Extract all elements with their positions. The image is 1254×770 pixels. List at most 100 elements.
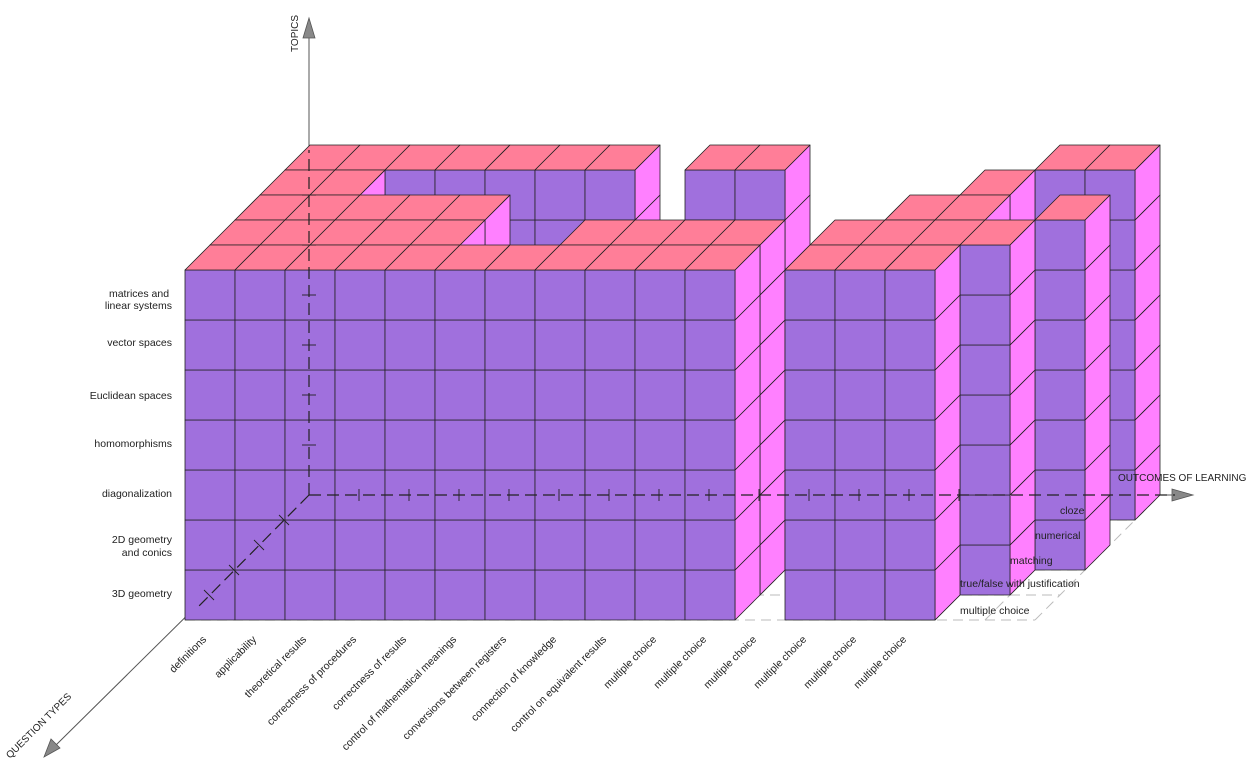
outcome-label: connection of knowledge <box>469 634 559 724</box>
cube-front-face <box>834 319 886 371</box>
cube-front-face <box>784 569 836 621</box>
cube-front-face <box>634 319 686 371</box>
cube-front-face <box>434 519 486 571</box>
cube-front-face <box>334 519 386 571</box>
cube-front-face <box>434 269 486 321</box>
cube-front-face <box>334 569 386 621</box>
cube-front-face <box>959 494 1011 546</box>
cube-front-face <box>534 269 586 321</box>
cube-front-face <box>784 269 836 321</box>
cube-front-face <box>1034 269 1086 321</box>
cube-front-face <box>1034 369 1086 421</box>
cube-front-face <box>634 519 686 571</box>
question-types-axis-title: QUESTION TYPES <box>4 691 74 761</box>
cube-front-face <box>959 444 1011 496</box>
cube-front-face <box>884 569 936 621</box>
cube-front-face <box>234 319 286 371</box>
cube-column <box>384 244 461 621</box>
cube-front-face <box>384 569 436 621</box>
cube-front-face <box>684 369 736 421</box>
cube-front-face <box>184 369 236 421</box>
cube-front-face <box>634 269 686 321</box>
question-type-label: matching <box>1010 555 1053 567</box>
cube-front-face <box>959 244 1011 296</box>
cube-front-face <box>384 519 436 571</box>
cube-front-face <box>484 419 536 471</box>
question-type-label: numerical <box>1035 530 1081 542</box>
topics-axis-arrow-icon <box>302 16 316 39</box>
outcome-label: applicability <box>212 633 259 680</box>
question-type-label: true/false with justification <box>960 578 1080 590</box>
cube-front-face <box>784 369 836 421</box>
cube-front-face <box>959 344 1011 396</box>
cube-top-face <box>1034 194 1111 221</box>
cube-front-face <box>234 269 286 321</box>
cube-front-face <box>834 369 886 421</box>
cube-front-face <box>1034 219 1086 271</box>
cube-front-face <box>784 469 836 521</box>
topic-label: 2D geometry and conics <box>112 534 173 559</box>
cube-front-face <box>184 319 236 371</box>
cube-front-face <box>734 169 786 221</box>
cube-column <box>534 244 611 621</box>
topic-label: vector spaces <box>107 337 172 349</box>
axis-dash-overlay <box>194 150 1175 611</box>
cube-front-face <box>534 169 586 221</box>
question-types-axis-arrow-icon <box>43 738 61 758</box>
cube-front-face <box>334 419 386 471</box>
cube-front-face <box>384 269 436 321</box>
cube-front-face <box>959 394 1011 446</box>
cube-column <box>834 244 911 621</box>
cube-front-face <box>184 469 236 521</box>
cube-top-face <box>959 219 1036 246</box>
cube-front-face <box>434 369 486 421</box>
cube-front-face <box>584 269 636 321</box>
outcomes-axis-arrow-icon <box>1171 488 1195 502</box>
question-types-axis-tick <box>203 589 215 601</box>
cube-front-face <box>834 419 886 471</box>
cube-front-face <box>634 369 686 421</box>
outcome-label: conversions between registers <box>400 634 509 743</box>
cube-front-face <box>784 419 836 471</box>
topic-label: diagonalization <box>102 488 172 500</box>
cube-front-face <box>234 469 286 521</box>
question-types-axis-tick <box>253 539 265 551</box>
question-type-label: multiple choice <box>960 605 1030 617</box>
cube-front-face <box>634 419 686 471</box>
cube-front-face <box>584 169 636 221</box>
cube-top-face <box>584 144 661 171</box>
cube-column <box>684 244 761 621</box>
cube-front-face <box>234 419 286 471</box>
cube-front-face <box>684 519 736 571</box>
cube-front-face <box>384 369 436 421</box>
cube-front-face <box>834 269 886 321</box>
cube-front-face <box>484 519 536 571</box>
outcome-label: definitions <box>167 634 209 676</box>
outcome-label: correctness of procedures <box>265 634 359 728</box>
cube-front-face <box>584 519 636 571</box>
cube-front-face <box>184 419 236 471</box>
topic-label: homomorphisms <box>94 438 172 450</box>
cube-front-face <box>184 519 236 571</box>
cube-front-face <box>434 569 486 621</box>
cube-front-face <box>334 269 386 321</box>
cube-top-face <box>1084 144 1161 171</box>
outcome-label: multiple choice <box>852 634 910 692</box>
cube-front-face <box>384 419 436 471</box>
cube-front-face <box>234 569 286 621</box>
cube-front-face <box>534 319 586 371</box>
cube-front-face <box>334 319 386 371</box>
cube-front-face <box>884 369 936 421</box>
topic-label-line: 2D geometry <box>112 534 173 546</box>
cube-front-face <box>884 319 936 371</box>
topic-label: 3D geometry <box>112 588 173 600</box>
cube-front-face <box>584 469 636 521</box>
cube-column <box>1034 194 1111 571</box>
cube-front-face <box>434 319 486 371</box>
cube-front-face <box>284 569 336 621</box>
cube-front-face <box>484 319 536 371</box>
cube-front-face <box>684 269 736 321</box>
cube-front-face <box>484 369 536 421</box>
